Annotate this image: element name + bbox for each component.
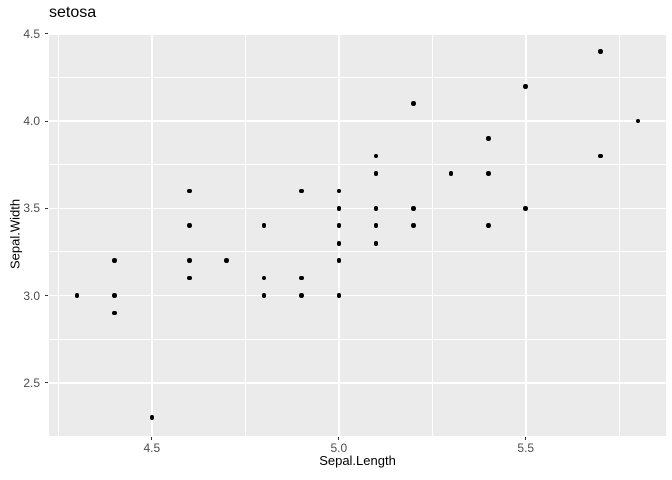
major-gridline-horizontal (49, 381, 666, 384)
minor-gridline-horizontal (49, 77, 666, 78)
data-point (373, 171, 379, 176)
data-point (486, 223, 491, 229)
data-point (373, 240, 379, 246)
data-point (411, 223, 416, 229)
major-gridline-horizontal (49, 33, 666, 35)
data-point (336, 258, 342, 263)
data-point (261, 223, 267, 229)
data-point (299, 188, 304, 194)
data-point (186, 188, 192, 194)
minor-gridline-vertical (431, 33, 433, 436)
data-point (411, 206, 416, 211)
data-point (336, 293, 342, 298)
data-point (261, 275, 267, 281)
data-point (112, 310, 117, 316)
data-point (373, 206, 379, 211)
y-axis-tick-label: 4.0 (23, 114, 40, 129)
data-point (112, 258, 117, 263)
x-axis-title: Sepal.Length (319, 453, 396, 468)
data-point (299, 275, 304, 281)
major-gridline-vertical (338, 33, 340, 436)
data-point (261, 293, 267, 298)
minor-gridline-horizontal (49, 164, 666, 166)
major-gridline-horizontal (49, 207, 666, 210)
x-axis-tick-label: 5.5 (517, 441, 535, 455)
data-point (598, 49, 603, 54)
y-axis-title: Sepal.Width (7, 198, 23, 270)
y-axis-tick-mark (45, 120, 49, 122)
x-axis-tick-label: 5.0 (330, 441, 348, 455)
data-point (74, 293, 80, 298)
data-point (186, 223, 192, 229)
data-point (373, 153, 379, 159)
major-gridline-vertical (151, 33, 153, 436)
data-point (299, 293, 304, 298)
data-point (336, 240, 342, 246)
y-axis-tick-mark (45, 33, 49, 35)
minor-gridline-horizontal (49, 338, 666, 340)
y-axis-tick-mark (45, 295, 49, 297)
data-point (112, 293, 117, 298)
major-gridline-horizontal (49, 294, 666, 297)
data-point (186, 275, 192, 281)
data-point (336, 188, 342, 194)
minor-gridline-horizontal (49, 251, 666, 253)
x-axis-tick-mark (338, 436, 340, 440)
data-point (523, 83, 529, 89)
y-axis-tick-mark (45, 207, 49, 209)
y-axis-tick-label: 2.5 (23, 375, 40, 390)
data-point (224, 258, 229, 263)
plot-title: setosa (49, 4, 97, 21)
data-point (523, 206, 529, 211)
y-axis-tick-label: 4.5 (23, 26, 40, 41)
data-point (448, 171, 454, 176)
minor-gridline-vertical (244, 33, 246, 436)
x-axis-tick-mark (151, 436, 153, 440)
y-axis-tick-mark (45, 382, 49, 384)
x-axis-tick-label: 4.5 (143, 441, 161, 455)
data-point (486, 136, 491, 141)
data-point (411, 101, 416, 106)
minor-gridline-vertical (57, 33, 59, 436)
y-axis-tick-label: 3.0 (23, 288, 40, 303)
major-gridline-horizontal (49, 120, 666, 122)
minor-gridline-vertical (618, 33, 620, 436)
data-point (635, 118, 641, 124)
plot-panel (49, 33, 666, 436)
data-point (373, 223, 379, 229)
x-axis-tick-mark (525, 436, 527, 440)
major-gridline-vertical (524, 33, 527, 436)
data-point (336, 206, 342, 211)
y-axis-tick-label: 3.5 (23, 201, 40, 216)
data-point (186, 258, 192, 263)
data-point (336, 223, 342, 229)
data-point (598, 153, 603, 159)
data-point (486, 171, 491, 176)
data-point (149, 415, 155, 420)
